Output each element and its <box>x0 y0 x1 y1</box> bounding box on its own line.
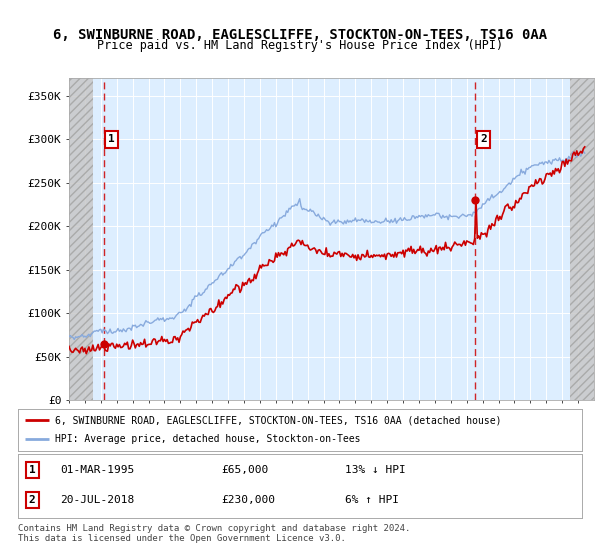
Text: 13% ↓ HPI: 13% ↓ HPI <box>345 465 406 475</box>
Text: 1: 1 <box>108 134 115 144</box>
Bar <box>69 78 93 400</box>
Text: 01-MAR-1995: 01-MAR-1995 <box>60 465 134 475</box>
Text: 2: 2 <box>29 495 35 505</box>
Text: 2: 2 <box>480 134 487 144</box>
Text: 6, SWINBURNE ROAD, EAGLESCLIFFE, STOCKTON-ON-TEES, TS16 0AA (detached house): 6, SWINBURNE ROAD, EAGLESCLIFFE, STOCKTO… <box>55 415 501 425</box>
Text: 6, SWINBURNE ROAD, EAGLESCLIFFE, STOCKTON-ON-TEES, TS16 0AA: 6, SWINBURNE ROAD, EAGLESCLIFFE, STOCKTO… <box>53 28 547 42</box>
Text: 20-JUL-2018: 20-JUL-2018 <box>60 495 134 505</box>
Text: HPI: Average price, detached house, Stockton-on-Tees: HPI: Average price, detached house, Stoc… <box>55 434 360 444</box>
Text: 6% ↑ HPI: 6% ↑ HPI <box>345 495 399 505</box>
Text: £230,000: £230,000 <box>221 495 275 505</box>
Text: Price paid vs. HM Land Registry's House Price Index (HPI): Price paid vs. HM Land Registry's House … <box>97 39 503 53</box>
Text: £65,000: £65,000 <box>221 465 268 475</box>
Bar <box>69 78 93 400</box>
Text: Contains HM Land Registry data © Crown copyright and database right 2024.
This d: Contains HM Land Registry data © Crown c… <box>18 524 410 543</box>
Bar <box>570 78 594 400</box>
Text: 1: 1 <box>29 465 35 475</box>
Bar <box>570 78 594 400</box>
